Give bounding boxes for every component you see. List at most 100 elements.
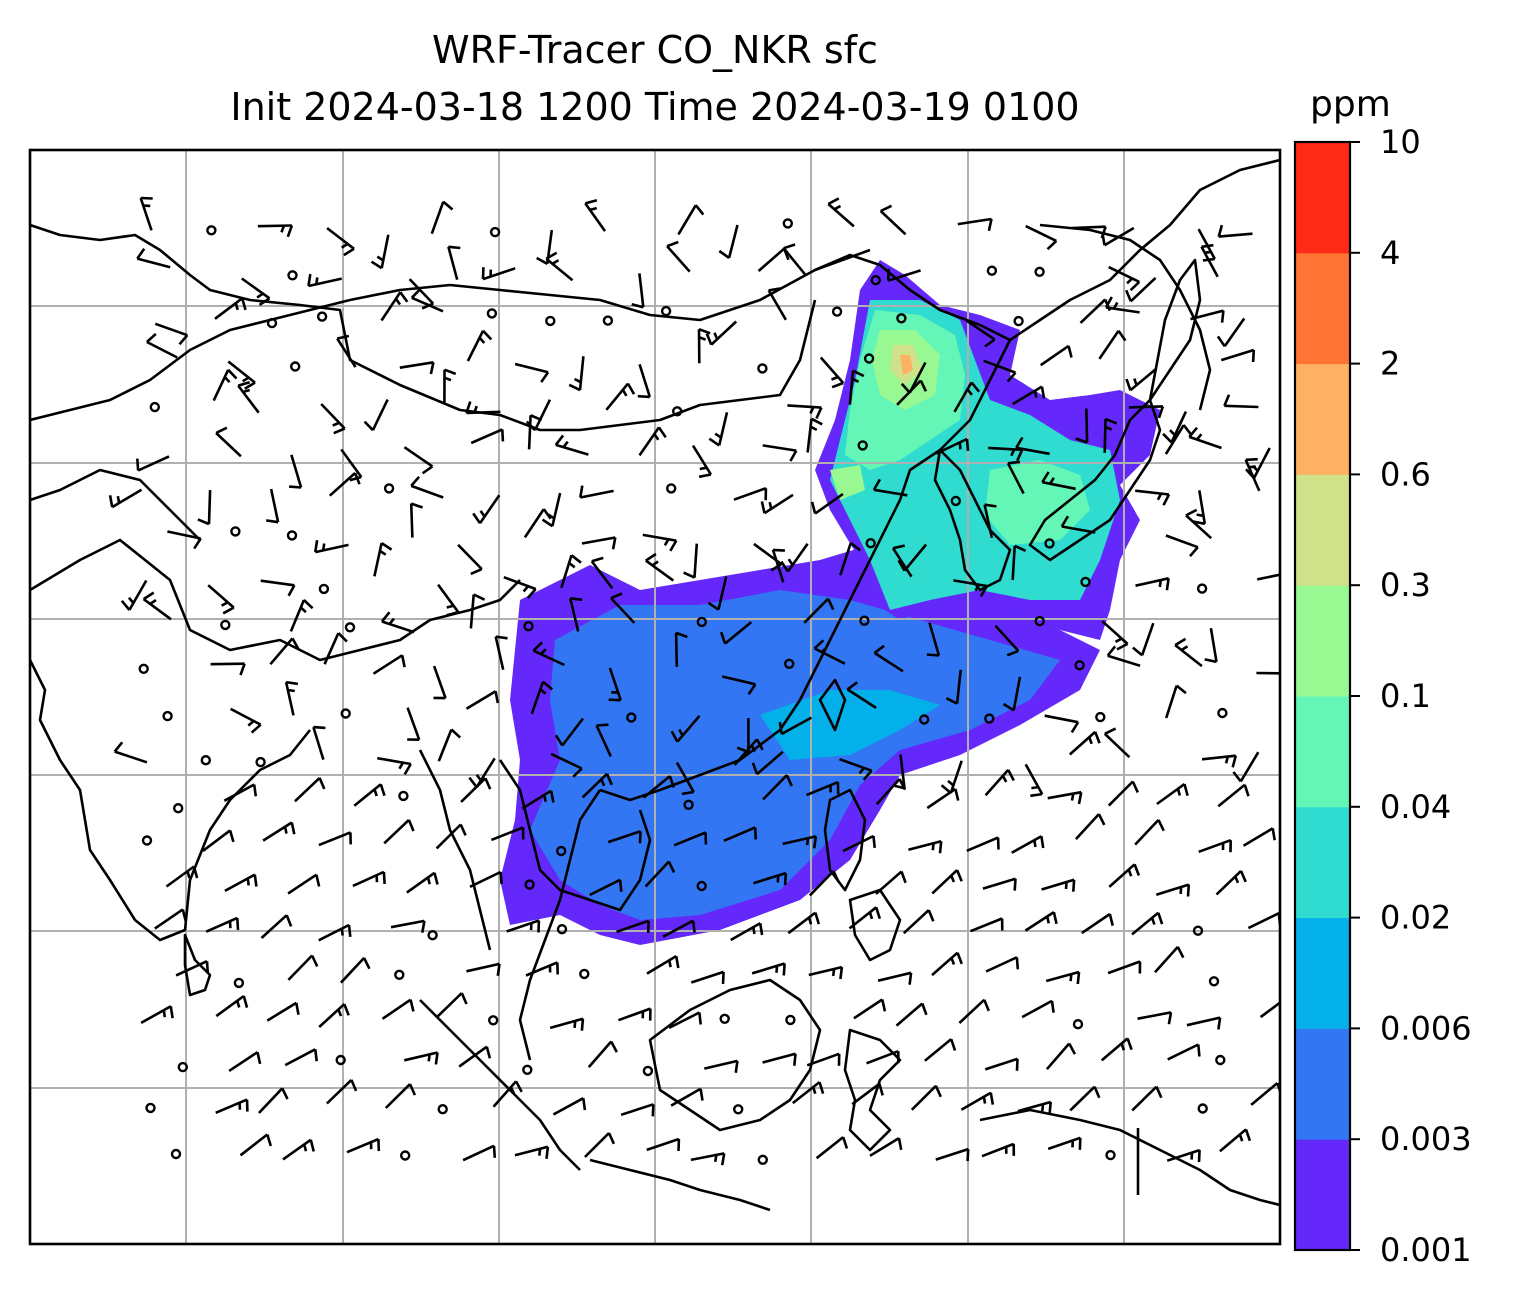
wind-barb <box>1045 970 1081 985</box>
wind-barb <box>260 914 293 939</box>
wind-barb <box>380 291 409 322</box>
wind-barb <box>782 835 818 849</box>
calm-marker <box>383 483 395 494</box>
wind-barb <box>527 414 543 450</box>
wind-barb <box>1223 394 1259 409</box>
wind-barb <box>287 873 321 895</box>
calm-marker <box>522 1064 533 1076</box>
wind-barb <box>282 1138 315 1161</box>
calm-marker <box>172 803 184 814</box>
wind-barb <box>806 1052 841 1067</box>
calm-marker <box>287 270 298 281</box>
wind-barb <box>780 543 809 573</box>
colorbar-tick-label: 0.02 <box>1380 899 1451 937</box>
wind-barb <box>760 493 794 515</box>
calm-marker <box>556 924 568 935</box>
calm-marker <box>719 1013 730 1024</box>
calm-marker <box>138 663 149 674</box>
calm-marker <box>344 622 356 633</box>
wind-barb <box>866 1049 900 1065</box>
wind-barb <box>1069 1085 1101 1112</box>
wind-barb <box>1162 411 1188 444</box>
wind-barb <box>1060 515 1096 534</box>
wind-barb <box>879 204 907 236</box>
wind-barb <box>668 1011 702 1030</box>
wind-barb <box>1131 911 1164 936</box>
wind-barb <box>406 707 421 741</box>
wind-barb <box>465 401 501 415</box>
calm-marker <box>784 658 795 669</box>
wind-barb <box>1166 1148 1201 1163</box>
wind-barb <box>328 472 361 497</box>
calm-marker <box>177 1061 189 1073</box>
colorbar-unit-label: ppm <box>1310 84 1391 125</box>
wind-barb <box>708 412 729 447</box>
colorbar-segment <box>1295 142 1350 254</box>
colorbar-tick-label: 0.3 <box>1380 566 1431 604</box>
calm-marker <box>1215 1054 1226 1066</box>
wind-barb <box>210 662 246 676</box>
calm-marker <box>162 710 173 722</box>
wind-barb <box>620 1103 655 1117</box>
wind-barb <box>1103 417 1118 453</box>
wind-barb <box>1125 367 1158 392</box>
calm-marker <box>486 308 498 319</box>
wind-barb <box>806 417 823 453</box>
wind-barb <box>266 1001 300 1022</box>
wind-barb <box>239 1133 273 1157</box>
calm-marker <box>857 440 868 451</box>
wind-barb <box>229 707 262 734</box>
wind-barb <box>287 954 319 981</box>
wind-barb <box>762 1052 797 1066</box>
wind-barb <box>460 777 492 803</box>
wind-barb <box>339 957 371 984</box>
calm-marker <box>1013 315 1024 327</box>
calm-marker <box>642 1065 654 1077</box>
wind-barb <box>1104 296 1140 314</box>
wind-barb <box>146 332 178 359</box>
wind-barb <box>965 319 996 348</box>
calm-marker <box>524 879 535 890</box>
wind-barb <box>579 485 614 499</box>
wind-barb <box>175 960 210 977</box>
wind-barb <box>982 877 1017 891</box>
wind-barb <box>895 1002 928 1027</box>
wind-barb <box>1103 727 1131 759</box>
wind-barb <box>839 757 873 781</box>
wind-barb <box>269 637 300 666</box>
wind-barb <box>704 1059 739 1073</box>
wind-barb <box>886 268 921 282</box>
wind-barb <box>589 878 623 897</box>
colorbar-tick-label: 0.6 <box>1380 455 1431 493</box>
wind-barb <box>984 769 1015 797</box>
calm-marker <box>255 756 266 768</box>
wind-barb <box>383 818 415 845</box>
calm-wind-markers <box>138 218 1228 1166</box>
wind-barb <box>320 403 346 435</box>
wind-barb <box>560 554 582 589</box>
wind-barb <box>139 196 153 231</box>
wind-barb <box>380 611 415 634</box>
wind-barb <box>1256 573 1280 581</box>
wind-barb <box>891 544 913 578</box>
wind-barb <box>983 359 1017 383</box>
wind-barb <box>257 224 294 238</box>
wind-barb <box>1131 1085 1163 1112</box>
wind-barb <box>1242 827 1276 847</box>
wind-barb <box>241 277 271 306</box>
wind-barb <box>399 361 435 375</box>
wind-barb <box>771 548 785 583</box>
wind-barb <box>1106 645 1141 668</box>
wind-barb <box>1044 714 1080 734</box>
calm-marker <box>523 621 534 632</box>
wind-barb <box>875 778 907 806</box>
wind-barb <box>587 1040 618 1068</box>
wind-barb <box>262 821 296 842</box>
wind-barb <box>945 669 962 705</box>
wind-barb <box>384 1083 417 1109</box>
wind-barb <box>1156 783 1189 806</box>
wind-barb <box>284 680 299 716</box>
calm-marker <box>831 306 843 317</box>
calm-marker <box>986 265 998 276</box>
wind-barb <box>325 1078 358 1105</box>
